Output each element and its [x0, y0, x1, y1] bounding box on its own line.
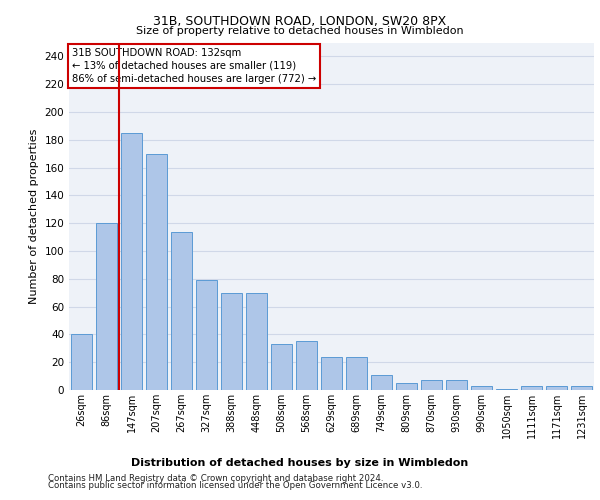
Bar	[471, 386, 492, 390]
Text: Size of property relative to detached houses in Wimbledon: Size of property relative to detached ho…	[136, 26, 464, 36]
Bar	[346, 356, 367, 390]
Bar	[421, 380, 442, 390]
Bar	[221, 292, 242, 390]
Bar	[71, 334, 92, 390]
Bar	[271, 344, 292, 390]
Bar	[546, 386, 567, 390]
Bar	[321, 356, 342, 390]
Bar	[296, 342, 317, 390]
Text: 31B, SOUTHDOWN ROAD, LONDON, SW20 8PX: 31B, SOUTHDOWN ROAD, LONDON, SW20 8PX	[154, 15, 446, 28]
Bar	[371, 374, 392, 390]
Bar	[246, 292, 267, 390]
Bar	[396, 383, 417, 390]
Bar	[196, 280, 217, 390]
Bar	[121, 133, 142, 390]
Bar	[446, 380, 467, 390]
Bar	[521, 386, 542, 390]
Y-axis label: Number of detached properties: Number of detached properties	[29, 128, 39, 304]
Text: Contains HM Land Registry data © Crown copyright and database right 2024.: Contains HM Land Registry data © Crown c…	[48, 474, 383, 483]
Bar	[496, 388, 517, 390]
Text: Distribution of detached houses by size in Wimbledon: Distribution of detached houses by size …	[131, 458, 469, 468]
Bar	[171, 232, 192, 390]
Bar	[146, 154, 167, 390]
Bar	[571, 386, 592, 390]
Text: Contains public sector information licensed under the Open Government Licence v3: Contains public sector information licen…	[48, 481, 422, 490]
Bar	[96, 223, 117, 390]
Text: 31B SOUTHDOWN ROAD: 132sqm
← 13% of detached houses are smaller (119)
86% of sem: 31B SOUTHDOWN ROAD: 132sqm ← 13% of deta…	[71, 48, 316, 84]
